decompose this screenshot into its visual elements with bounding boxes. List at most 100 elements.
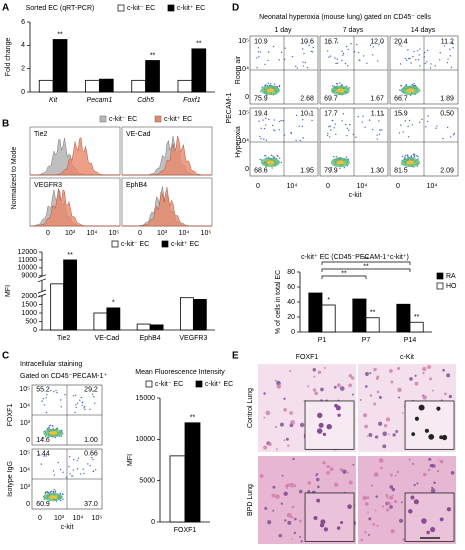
event-dot: [279, 120, 281, 123]
inset-cell: [316, 498, 321, 503]
event-dot: [346, 127, 349, 130]
significance-label: *: [327, 297, 330, 304]
tissue-cell: [322, 461, 326, 465]
x-tick-label: Tie2: [57, 335, 70, 342]
event-dot: [414, 84, 416, 87]
event-dot: [264, 63, 266, 66]
event-dot: [38, 454, 41, 456]
y-tick-label: 10⁴: [19, 403, 30, 410]
event-dot: [406, 156, 409, 158]
bar: [179, 297, 194, 331]
event-dot: [84, 405, 86, 408]
event-dot: [48, 426, 50, 429]
tissue-cell: [284, 519, 287, 522]
tissue-cell: [323, 366, 326, 369]
tissue-cell: [333, 482, 339, 487]
x-tick-label: FOXF1: [174, 527, 197, 534]
plot-frame: [249, 107, 319, 177]
event-dot: [60, 435, 63, 437]
quadrant-value: 19.4: [254, 110, 268, 117]
event-dot: [328, 125, 330, 128]
density-peak: [48, 431, 58, 435]
event-dot: [68, 455, 71, 458]
legend-label: c-kit⁻ EC: [155, 381, 183, 388]
event-dot: [372, 46, 374, 48]
y-tick-label: 10⁴: [19, 467, 30, 474]
event-dot: [334, 57, 336, 59]
y-axis-label: % of cells in total EC: [275, 270, 282, 334]
event-dot: [82, 468, 84, 470]
tissue-cell: [348, 373, 353, 378]
tissue-cell: [298, 489, 303, 494]
event-dot: [364, 126, 366, 129]
tissue-cell: [377, 421, 383, 426]
tissue-cell: [383, 424, 388, 428]
event-dot: [54, 491, 57, 493]
y-tick-label: 10⁴: [238, 138, 249, 145]
y-axis-label: PECAM-1: [226, 92, 233, 123]
event-dot: [348, 87, 350, 89]
density-peak: [336, 88, 345, 93]
event-dot: [425, 126, 427, 128]
histogram-curve: [29, 188, 120, 227]
y-tick-label: 0: [33, 327, 37, 334]
y-tick-label: 60: [287, 284, 295, 291]
event-dot: [302, 61, 304, 63]
tissue-cell: [373, 402, 377, 406]
event-dot: [357, 51, 360, 54]
bar: [192, 298, 207, 331]
tissue-cell: [316, 477, 320, 482]
event-dot: [345, 45, 348, 48]
event-dot: [376, 138, 378, 140]
event-dot: [345, 156, 348, 158]
y-tick-label: 10³: [20, 420, 31, 427]
tissue-cell: [259, 474, 264, 478]
event-dot: [436, 125, 438, 127]
event-dot: [381, 129, 383, 131]
event-dot: [278, 129, 280, 131]
x-tick-label: 10⁵: [201, 230, 212, 237]
tissue-cell: [276, 380, 281, 386]
histogram-label: VEGFR3: [34, 182, 62, 189]
quadrant-value: 75.9: [254, 95, 268, 102]
tissue-cell: [422, 395, 427, 400]
event-dot: [265, 155, 267, 157]
event-dot: [75, 404, 77, 406]
event-dot: [398, 44, 400, 46]
bar: [321, 304, 336, 333]
event-dot: [45, 397, 47, 399]
tissue-cell: [441, 399, 443, 401]
legend-swatch: [117, 4, 125, 12]
tissue-cell: [374, 435, 379, 439]
event-dot: [410, 155, 412, 157]
inset: [304, 492, 355, 542]
legend-swatch: [154, 115, 162, 123]
event-dot: [79, 473, 82, 475]
row-label: BPD Lung: [247, 484, 254, 516]
quadrant-value: 66.7: [394, 95, 408, 102]
event-dot: [42, 397, 45, 400]
event-dot: [449, 136, 452, 138]
event-dot: [295, 114, 298, 116]
event-dot: [369, 44, 372, 46]
event-dot: [256, 67, 258, 69]
quadrant-value: 2.68: [300, 95, 314, 102]
column-label: 1 day: [274, 27, 292, 34]
tissue-cell: [362, 495, 368, 501]
event-dot: [43, 437, 45, 439]
event-dot: [93, 396, 95, 398]
event-dot: [451, 41, 454, 44]
tissue-cell: [446, 373, 451, 378]
event-dot: [302, 48, 304, 50]
legend-swatch: [99, 115, 107, 123]
event-dot: [357, 115, 359, 118]
tissue-cell: [378, 395, 382, 399]
tissue-cell: [342, 469, 347, 474]
density-peak: [266, 160, 275, 165]
tissue-cell: [381, 505, 385, 508]
event-dot: [75, 394, 77, 397]
event-dot: [256, 57, 258, 59]
event-dot: [366, 62, 368, 64]
y-tick-label: 12000: [18, 249, 38, 256]
tissue-cell: [372, 522, 376, 526]
